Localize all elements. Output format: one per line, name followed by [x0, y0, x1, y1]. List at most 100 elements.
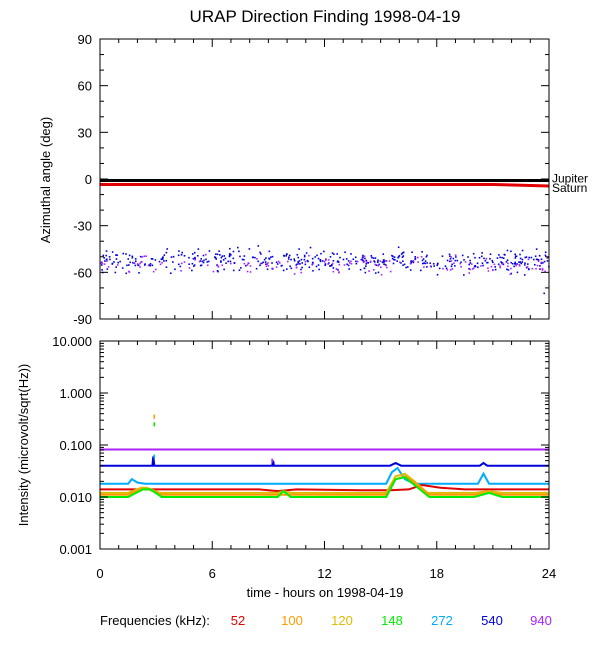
- scatter-point: [493, 263, 496, 266]
- scatter-point: [426, 254, 428, 257]
- scatter-point: [240, 267, 242, 269]
- scatter-point: [285, 254, 287, 257]
- scatter-point: [371, 256, 373, 259]
- scatter-point: [498, 254, 500, 256]
- scatter-point: [304, 263, 307, 266]
- scatter-point: [453, 262, 455, 265]
- scatter-point: [530, 256, 533, 259]
- scatter-point: [331, 252, 334, 254]
- scatter-point: [401, 256, 404, 258]
- scatter-point: [510, 261, 513, 264]
- scatter-point: [161, 258, 164, 260]
- scatter-point: [244, 264, 247, 267]
- intensity-tick-label: 0.001: [59, 542, 92, 557]
- scatter-point: [482, 264, 484, 267]
- scatter-point: [507, 269, 510, 271]
- scatter-point: [505, 260, 508, 263]
- scatter-point: [296, 253, 299, 256]
- scatter-point: [151, 258, 154, 260]
- scatter-point: [149, 263, 152, 265]
- scatter-point: [388, 260, 391, 262]
- scatter-point: [373, 260, 375, 262]
- scatter-point: [165, 251, 168, 254]
- scatter-point: [264, 261, 267, 263]
- scatter-point: [480, 265, 482, 267]
- scatter-point: [305, 252, 308, 254]
- scatter-point: [414, 257, 417, 260]
- scatter-point: [170, 272, 172, 275]
- scatter-point: [230, 254, 232, 256]
- x-tick-label: 0: [96, 566, 103, 581]
- scatter-point: [137, 264, 140, 267]
- scatter-point: [254, 256, 256, 259]
- scatter-point: [383, 263, 385, 265]
- scatter-point: [534, 255, 537, 258]
- scatter-point: [360, 258, 363, 261]
- scatter-point: [432, 263, 435, 265]
- scatter-point: [288, 256, 290, 259]
- scatter-point: [452, 257, 455, 260]
- scatter-point: [202, 254, 205, 257]
- scatter-point: [400, 262, 402, 264]
- scatter-point: [336, 260, 339, 263]
- scatter-point: [417, 261, 419, 263]
- scatter-point: [503, 253, 506, 256]
- scatter-point: [114, 271, 117, 274]
- scatter-point: [257, 260, 259, 263]
- scatter-point: [282, 269, 285, 272]
- scatter-point: [533, 263, 536, 266]
- scatter-point: [216, 253, 219, 256]
- scatter-point: [546, 260, 549, 262]
- scatter-point: [399, 261, 401, 264]
- scatter-point: [181, 251, 184, 254]
- x-tick-label: 6: [209, 566, 216, 581]
- scatter-point: [103, 263, 106, 265]
- scatter-point: [267, 264, 270, 267]
- scatter-point: [497, 263, 500, 266]
- scatter-point: [119, 260, 121, 263]
- series-line-540: [100, 456, 549, 467]
- scatter-point: [519, 257, 522, 260]
- scatter-point: [454, 259, 457, 262]
- scatter-point: [474, 256, 476, 259]
- scatter-point: [544, 254, 547, 257]
- scatter-point: [397, 246, 400, 249]
- azimuth-tick-label: -30: [73, 219, 92, 234]
- scatter-point: [347, 260, 350, 262]
- scatter-point: [293, 273, 296, 275]
- intensity-tick-label: 0.010: [59, 490, 92, 505]
- scatter-point: [324, 264, 326, 267]
- scatter-point: [303, 258, 306, 261]
- scatter-point: [172, 261, 174, 263]
- scatter-point: [199, 260, 202, 262]
- scatter-point: [252, 256, 254, 259]
- scatter-point: [105, 250, 108, 252]
- scatter-point: [377, 259, 379, 262]
- scatter-point: [225, 262, 227, 264]
- scatter-point: [212, 270, 215, 273]
- scatter-point: [246, 270, 249, 273]
- scatter-point: [346, 263, 348, 266]
- scatter-point: [525, 256, 528, 258]
- scatter-point: [486, 261, 488, 264]
- scatter-point: [170, 256, 173, 258]
- scatter-point: [217, 264, 219, 267]
- scatter-point: [192, 253, 194, 255]
- scatter-point: [200, 264, 203, 267]
- scatter-point: [372, 268, 375, 271]
- scatter-point: [372, 257, 375, 259]
- scatter-point: [290, 258, 292, 261]
- scatter-point: [510, 267, 512, 270]
- scatter-point: [409, 269, 412, 271]
- scatter-point: [131, 255, 134, 258]
- scatter-point: [421, 259, 424, 262]
- scatter-point: [165, 259, 168, 262]
- scatter-point: [263, 258, 266, 261]
- scatter-point: [519, 261, 522, 263]
- scatter-point: [193, 251, 196, 254]
- scatter-point: [516, 263, 518, 265]
- series-line-52: [100, 483, 549, 493]
- scatter-point: [436, 264, 438, 267]
- scatter-point: [385, 264, 387, 267]
